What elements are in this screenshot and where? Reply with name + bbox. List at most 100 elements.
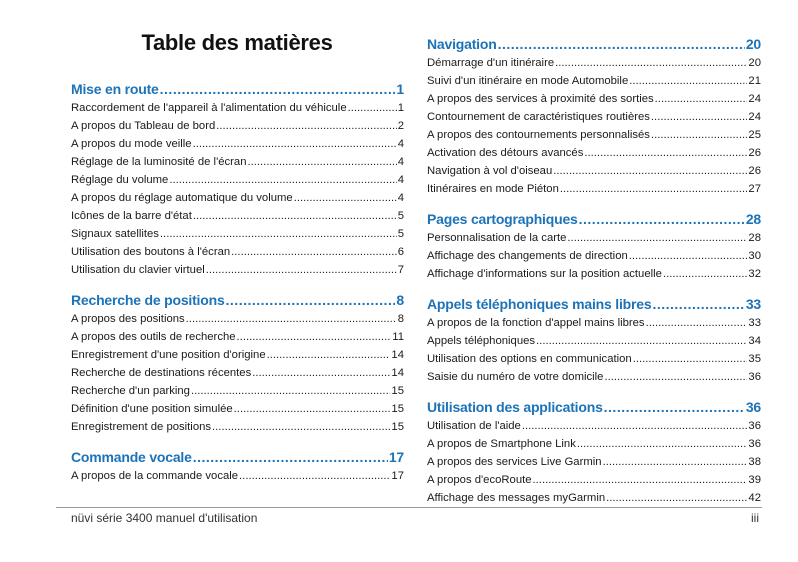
toc-entry-link[interactable]: Raccordement de l'appareil à l'alimentat… (71, 99, 404, 117)
toc-entry-link[interactable]: Démarrage d'un itinéraire 20 (427, 54, 761, 72)
toc-entry-link[interactable]: Recherche d'un parking 15 (71, 382, 404, 400)
entry-title: Saisie du numéro de votre domicile (427, 371, 604, 383)
toc-entry-link[interactable]: Itinéraires en mode Piéton 27 (427, 180, 761, 198)
entry-page-number: 36 (748, 371, 761, 383)
toc-entry-link[interactable]: Signaux satellites 5 (71, 225, 404, 243)
toc-entry-link[interactable]: Réglage du volume 4 (71, 171, 404, 189)
toc-entry-link[interactable]: A propos de la fonction d'appel mains li… (427, 314, 761, 332)
entry-title: A propos d'ecoRoute (427, 474, 532, 486)
toc-entry-link[interactable]: Enregistrement d'une position d'origine 1… (71, 346, 404, 364)
entry-title: A propos des services à proximité des so… (427, 93, 654, 105)
entry-page-number: 42 (748, 492, 761, 504)
section-page-number: 17 (388, 449, 404, 465)
toc-entry-link[interactable]: Définition d'une position simulée 15 (71, 400, 404, 418)
toc-entry-link[interactable]: Contournement de caractéristiques routiè… (427, 108, 761, 126)
entry-page-number: 6 (397, 246, 404, 258)
entry-title: Personnalisation de la carte (427, 232, 567, 244)
entry-page-number: 24 (748, 111, 761, 123)
section-title: Navigation (427, 36, 497, 52)
section-page-number: 20 (745, 36, 761, 52)
dot-leader (646, 314, 748, 332)
entry-title: Affichage des messages myGarmin (427, 492, 606, 504)
toc-entry-link[interactable]: A propos de la commande vocale 17 (71, 467, 404, 485)
toc-entry-link[interactable]: Utilisation des options en communication… (427, 350, 761, 368)
dot-leader (604, 368, 747, 386)
section-page-number: 28 (745, 211, 761, 227)
section-heading-link[interactable]: Utilisation des applications 36 (427, 397, 761, 417)
section-heading-link[interactable]: Pages cartographiques 28 (427, 209, 761, 229)
toc-entry-link[interactable]: Activation des détours avancés 26 (427, 144, 761, 162)
toc-entry-link[interactable]: Enregistrement de positions 15 (71, 418, 404, 436)
toc-entry-link[interactable]: Utilisation de l'aide 36 (427, 417, 761, 435)
dot-leader (252, 364, 390, 382)
dot-leader (579, 209, 745, 229)
toc-entry-link[interactable]: Icônes de la barre d'état 5 (71, 207, 404, 225)
dot-leader (629, 72, 747, 90)
toc-entry-link[interactable]: Appels téléphoniques 34 (427, 332, 761, 350)
entry-page-number: 2 (397, 120, 404, 132)
toc-entry-link[interactable]: A propos du réglage automatique du volum… (71, 189, 404, 207)
toc-entry-link[interactable]: A propos des contournements personnalisé… (427, 126, 761, 144)
toc-entry-link[interactable]: Utilisation des boutons à l'écran 6 (71, 243, 404, 261)
toc-entry-link[interactable]: Affichage d'informations sur la position… (427, 265, 761, 283)
toc-entry-link[interactable]: Affichage des changements de direction 30 (427, 247, 761, 265)
dot-leader (193, 207, 397, 225)
dot-leader (206, 261, 397, 279)
section-heading-link[interactable]: Appels téléphoniques mains libres 33 (427, 294, 761, 314)
entry-title: Utilisation du clavier virtuel (71, 264, 205, 276)
toc-entry-link[interactable]: A propos des services Live Garmin 38 (427, 453, 761, 471)
toc-entry-link[interactable]: Affichage des messages myGarmin 42 (427, 489, 761, 507)
dot-leader (191, 382, 390, 400)
dot-leader (186, 310, 397, 328)
entry-title: Activation des détours avancés (427, 147, 584, 159)
entry-page-number: 25 (748, 129, 761, 141)
entry-title: Affichage d'informations sur la position… (427, 268, 662, 280)
toc-entry-link[interactable]: Saisie du numéro de votre domicile 36 (427, 368, 761, 386)
toc-entry-link[interactable]: Utilisation du clavier virtuel 7 (71, 261, 404, 279)
toc-entry-link[interactable]: Suivi d'un itinéraire en mode Automobile… (427, 72, 761, 90)
dot-leader (193, 447, 388, 467)
entry-page-number: 26 (748, 147, 761, 159)
entry-title: Utilisation de l'aide (427, 420, 521, 432)
dot-leader (234, 400, 391, 418)
dot-leader (604, 397, 745, 417)
entry-page-number: 8 (397, 313, 404, 325)
entry-page-number: 5 (397, 228, 404, 240)
section-heading-link[interactable]: Commande vocale 17 (71, 447, 404, 467)
toc-entry-link[interactable]: Recherche de destinations récentes 14 (71, 364, 404, 382)
dot-leader (267, 346, 391, 364)
toc-entry-link[interactable]: A propos de Smartphone Link 36 (427, 435, 761, 453)
section-page-number: 1 (396, 81, 404, 97)
entry-title: Recherche d'un parking (71, 385, 190, 397)
toc-entry-link[interactable]: Réglage de la luminosité de l'écran 4 (71, 153, 404, 171)
toc-entry-link[interactable]: A propos des outils de recherche 11 (71, 328, 404, 346)
toc-entry-link[interactable]: A propos des services à proximité des so… (427, 90, 761, 108)
entry-title: Utilisation des options en communication (427, 353, 632, 365)
toc-entry-link[interactable]: A propos d'ecoRoute 39 (427, 471, 761, 489)
toc-entry-link[interactable]: A propos du Tableau de bord 2 (71, 117, 404, 135)
entry-title: A propos des contournements personnalisé… (427, 129, 650, 141)
entry-title: Utilisation des boutons à l'écran (71, 246, 231, 258)
section-heading-link[interactable]: Mise en route 1 (71, 79, 404, 99)
dot-leader (553, 162, 747, 180)
dot-leader (663, 265, 747, 283)
section-heading-link[interactable]: Recherche de positions 8 (71, 290, 404, 310)
toc-entry-link[interactable]: Personnalisation de la carte 28 (427, 229, 761, 247)
entry-title: Contournement de caractéristiques routiè… (427, 111, 650, 123)
dot-leader (169, 171, 396, 189)
toc-entry-link[interactable]: Navigation à vol d'oiseau 26 (427, 162, 761, 180)
toc-section: Appels téléphoniques mains libres 33 A pro… (427, 294, 761, 386)
entry-page-number: 11 (392, 331, 404, 343)
dot-leader (247, 153, 396, 171)
section-title: Recherche de positions (71, 292, 225, 308)
dot-leader (606, 489, 747, 507)
toc-entry-link[interactable]: A propos des positions 8 (71, 310, 404, 328)
dot-leader (348, 99, 397, 117)
dot-leader (237, 328, 392, 346)
toc-entry-link[interactable]: A propos du mode veille 4 (71, 135, 404, 153)
footer-page-number: iii (751, 511, 759, 525)
entry-title: Enregistrement d'une position d'origine (71, 349, 266, 361)
dot-leader (603, 453, 748, 471)
section-heading-link[interactable]: Navigation 20 (427, 34, 761, 54)
entry-page-number: 35 (748, 353, 761, 365)
